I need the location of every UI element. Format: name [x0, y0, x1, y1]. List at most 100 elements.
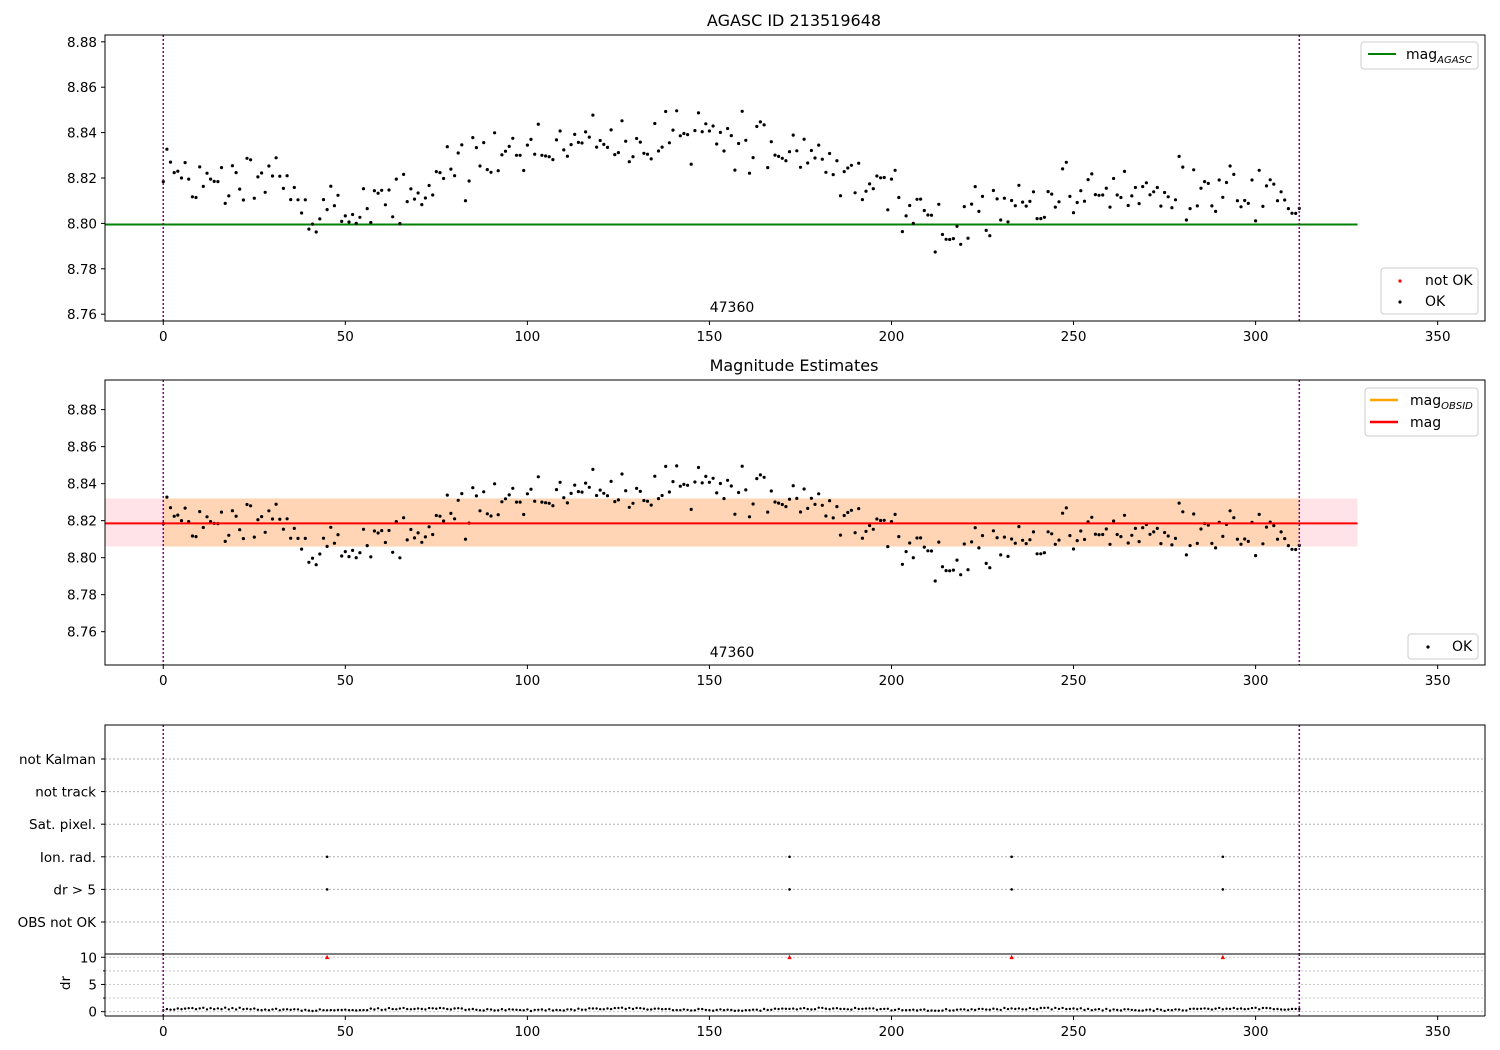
data-point [868, 182, 872, 186]
data-point [1082, 199, 1087, 203]
dr-point [1279, 1008, 1283, 1011]
dr-point [952, 1009, 955, 1012]
dr-point [799, 1007, 802, 1010]
data-point [234, 171, 238, 175]
data-point [904, 550, 908, 554]
x-tick-label: 300 [1243, 329, 1269, 345]
x-tick-label: 100 [514, 1024, 540, 1040]
data-point [1232, 172, 1236, 176]
legend-label: magAGASC [1406, 47, 1472, 66]
data-point [700, 130, 704, 134]
data-point [1177, 154, 1181, 158]
data-point [281, 527, 285, 531]
data-point [380, 188, 384, 192]
data-point [689, 162, 693, 166]
dr-point [944, 1008, 948, 1011]
dr-point [897, 1007, 900, 1011]
data-point [453, 174, 457, 178]
data-point [511, 136, 515, 140]
data-point [256, 518, 260, 522]
data-point [325, 544, 329, 549]
data-point [205, 171, 209, 175]
data-point [260, 171, 264, 175]
dr-point [238, 1006, 241, 1009]
data-point [1075, 539, 1079, 543]
data-point [238, 528, 242, 532]
dr-point [1123, 1008, 1126, 1011]
dr-point [609, 1007, 613, 1011]
dr-point [249, 1008, 252, 1011]
dr-point [792, 1007, 795, 1010]
data-point [696, 465, 701, 470]
data-point [642, 498, 646, 503]
data-point [161, 180, 165, 184]
data-point [172, 514, 176, 518]
data-point [547, 155, 551, 159]
data-point [718, 481, 723, 486]
data-point [940, 565, 945, 569]
dr-point [529, 1009, 533, 1013]
dr-point [351, 1008, 354, 1012]
data-point [1097, 533, 1101, 537]
data-point [777, 154, 781, 158]
data-point [489, 514, 493, 518]
data-point [631, 155, 635, 159]
data-point [726, 478, 730, 482]
dr-point [839, 1007, 842, 1011]
data-point [496, 513, 500, 517]
data-point [573, 132, 577, 136]
data-point [1264, 525, 1269, 529]
data-point [722, 149, 726, 153]
data-point [613, 153, 617, 157]
dr-point [278, 1009, 281, 1012]
data-point [707, 480, 712, 484]
dr-point [948, 1009, 951, 1012]
data-point [584, 130, 588, 134]
data-point [1195, 204, 1199, 208]
data-point [1050, 532, 1054, 536]
data-point [1006, 554, 1010, 559]
data-point [241, 198, 245, 202]
dr-point [1072, 1007, 1075, 1010]
data-point [482, 490, 486, 494]
data-point [1148, 532, 1152, 536]
dr-point [387, 1006, 391, 1010]
dr-point [533, 1008, 536, 1012]
dr-point [995, 1008, 999, 1011]
data-point [944, 569, 948, 573]
dr-point [482, 1009, 485, 1012]
dr-point [1054, 1006, 1057, 1010]
data-point [1039, 552, 1043, 556]
dr-point [828, 1008, 831, 1011]
dr-point [1232, 1006, 1236, 1010]
dr-point [639, 1007, 642, 1010]
data-point [380, 529, 384, 533]
dr-point [646, 1008, 649, 1011]
data-point [285, 517, 289, 521]
data-point [234, 514, 238, 518]
dr-point [409, 1008, 413, 1011]
data-point [427, 183, 431, 188]
data-point [1235, 537, 1239, 541]
data-point [540, 153, 544, 157]
data-point [445, 493, 449, 497]
data-point [751, 156, 755, 160]
dr-point [449, 1008, 453, 1011]
dr-point [322, 1009, 325, 1012]
dr-point [711, 1009, 715, 1012]
data-point [1141, 185, 1145, 189]
dr-point [1177, 1008, 1181, 1011]
data-point [507, 144, 511, 148]
data-point [1119, 535, 1123, 539]
data-point [416, 531, 420, 535]
dr-point [1039, 1006, 1043, 1010]
dr-point [253, 1007, 256, 1010]
dr-point [471, 1007, 474, 1011]
dr-point [1105, 1007, 1108, 1011]
data-point [1294, 211, 1298, 215]
data-point [522, 512, 526, 517]
data-point [274, 156, 278, 160]
dr-point [1261, 1006, 1265, 1010]
data-point [438, 514, 442, 518]
dr-point [1294, 1007, 1297, 1011]
